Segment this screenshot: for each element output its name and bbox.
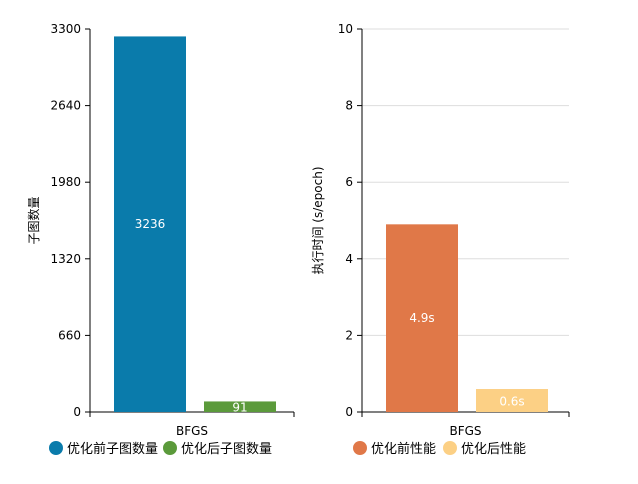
legend-marker: [49, 441, 63, 455]
bar: [204, 401, 276, 412]
legend-label: 优化后性能: [461, 442, 526, 457]
legend-label: 优化前子图数量: [67, 441, 158, 457]
y-tick-label: 2: [345, 328, 353, 342]
bar-value-label: 4.9s: [409, 311, 434, 325]
bar: [476, 389, 548, 412]
y-tick-label: 6: [345, 175, 353, 189]
legend-marker: [443, 441, 457, 455]
y-tick-label: 3300: [50, 22, 81, 36]
y-tick-label: 1980: [50, 175, 81, 189]
execution-time-chart: 0 2 4 6 8 10 BFGS 执行时间 (s/epoch) 4.9s 0.6s 优化前性能 优化…: [311, 22, 570, 457]
bar-value-label: 3236: [135, 217, 166, 231]
y-axis-title: 子图数量: [26, 196, 41, 244]
y-tick-label: 8: [345, 99, 353, 113]
bar: [114, 36, 186, 412]
y-tick-label: 1320: [50, 252, 81, 266]
legend-label: 优化后子图数量: [181, 442, 272, 457]
legend-marker: [163, 441, 177, 455]
y-tick-label: 0: [73, 405, 81, 419]
y-tick-label: 660: [58, 328, 81, 342]
y-tick-label: 4: [345, 252, 353, 266]
y-tick-label: 2640: [50, 99, 81, 113]
y-tick-label: 10: [338, 22, 353, 36]
subgraph-count-chart: 0 660 1320 1980 2640 3300 BFGS 子图数量 3236 91 优化前子图数…: [26, 22, 295, 457]
x-category-label: BFGS: [449, 424, 481, 438]
y-tick-label: 0: [345, 405, 353, 419]
bar-value-label: 0.6s: [499, 395, 524, 409]
bar-value-label: 91: [232, 401, 247, 415]
x-category-label: BFGS: [176, 424, 208, 438]
legend-marker: [353, 441, 367, 455]
bar: [386, 224, 458, 412]
legend-label: 优化前性能: [371, 441, 436, 457]
y-axis-title: 执行时间 (s/epoch): [311, 166, 325, 274]
